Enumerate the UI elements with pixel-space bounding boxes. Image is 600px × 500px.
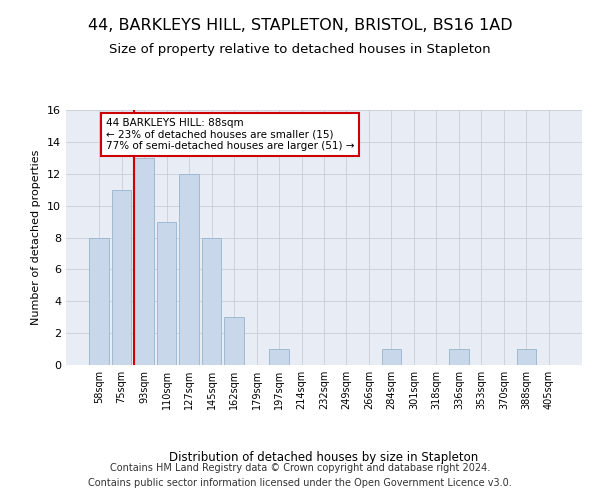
- Y-axis label: Number of detached properties: Number of detached properties: [31, 150, 41, 325]
- Bar: [269, 349, 289, 365]
- Text: Contains HM Land Registry data © Crown copyright and database right 2024.
Contai: Contains HM Land Registry data © Crown c…: [88, 462, 512, 487]
- Bar: [224, 317, 244, 365]
- X-axis label: Distribution of detached houses by size in Stapleton: Distribution of detached houses by size …: [169, 451, 479, 464]
- Bar: [134, 158, 154, 365]
- Bar: [89, 238, 109, 365]
- Bar: [517, 349, 536, 365]
- Bar: [382, 349, 401, 365]
- Bar: [157, 222, 176, 365]
- Bar: [202, 238, 221, 365]
- Text: 44 BARKLEYS HILL: 88sqm
← 23% of detached houses are smaller (15)
77% of semi-de: 44 BARKLEYS HILL: 88sqm ← 23% of detache…: [106, 118, 354, 151]
- Text: Size of property relative to detached houses in Stapleton: Size of property relative to detached ho…: [109, 42, 491, 56]
- Text: 44, BARKLEYS HILL, STAPLETON, BRISTOL, BS16 1AD: 44, BARKLEYS HILL, STAPLETON, BRISTOL, B…: [88, 18, 512, 32]
- Bar: [112, 190, 131, 365]
- Bar: [449, 349, 469, 365]
- Bar: [179, 174, 199, 365]
